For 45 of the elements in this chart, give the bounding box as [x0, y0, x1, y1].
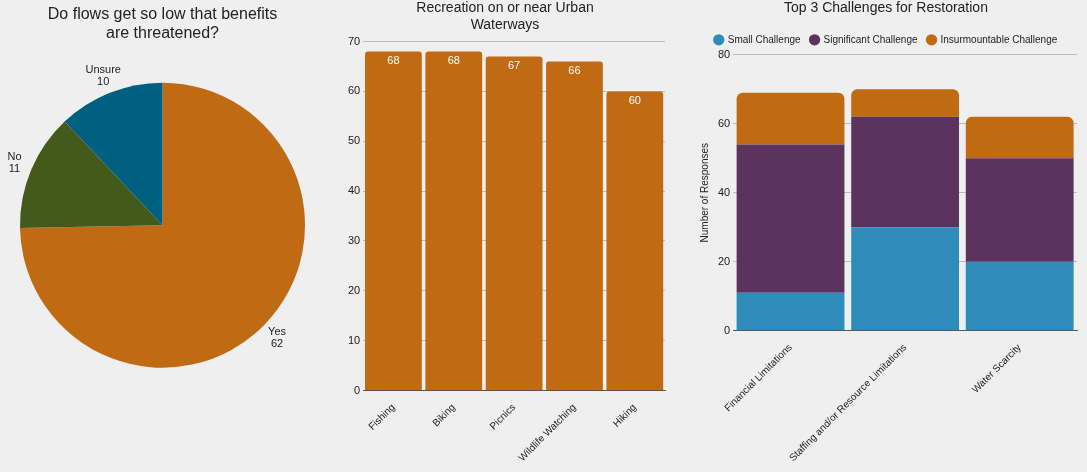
data-label: 62 — [270, 336, 284, 349]
y-tick-label: 20 — [347, 283, 361, 296]
data-label: 11 — [8, 162, 21, 175]
y-tick-label: 80 — [717, 47, 731, 60]
data-label: 67 — [507, 59, 521, 72]
bar — [485, 56, 543, 391]
slice-label: No — [7, 150, 22, 163]
y-tick-label: 60 — [717, 116, 731, 129]
y-tick-label: 30 — [347, 234, 361, 247]
chart-title: Do flows get so low that benefits are threatened? — [47, 5, 278, 42]
bar — [851, 116, 960, 228]
slice-label: Yes — [268, 324, 287, 337]
data-label: 66 — [568, 64, 581, 77]
bar — [851, 89, 960, 117]
data-label: 68 — [387, 54, 400, 67]
chart-title: Top 3 Challenges for Restoration — [784, 0, 988, 16]
y-tick-label: 40 — [717, 185, 731, 198]
bar — [965, 158, 1074, 262]
slice-label: Unsure — [85, 63, 121, 76]
y-tick-label: 0 — [354, 383, 361, 396]
bar — [965, 261, 1074, 331]
data-label: 10 — [97, 75, 110, 88]
legend-label: Insurmountable Challenge — [940, 33, 1058, 45]
legend-label: Small Challenge — [727, 33, 801, 45]
y-tick-label: 70 — [347, 34, 361, 47]
bar — [365, 51, 422, 391]
data-label: 60 — [628, 93, 641, 106]
y-tick-label: 40 — [347, 184, 361, 197]
legend-label: Significant Challenge — [823, 33, 918, 45]
bar — [965, 116, 1074, 159]
bar — [736, 92, 845, 145]
y-tick-label: 0 — [724, 323, 731, 336]
bar — [736, 144, 845, 293]
data-label: 68 — [447, 54, 460, 67]
bar — [606, 91, 664, 391]
bar — [736, 292, 845, 331]
y-tick-label: 60 — [347, 84, 361, 97]
bar — [851, 227, 960, 331]
bar — [546, 61, 603, 391]
y-tick-label: 20 — [717, 254, 731, 267]
bar — [425, 51, 483, 391]
y-tick-label: 10 — [347, 333, 361, 346]
chart-title: Recreation on or near Urban Waterways — [416, 0, 594, 33]
y-tick-label: 50 — [347, 134, 361, 147]
y-axis-title: Number of Responses — [698, 142, 710, 243]
